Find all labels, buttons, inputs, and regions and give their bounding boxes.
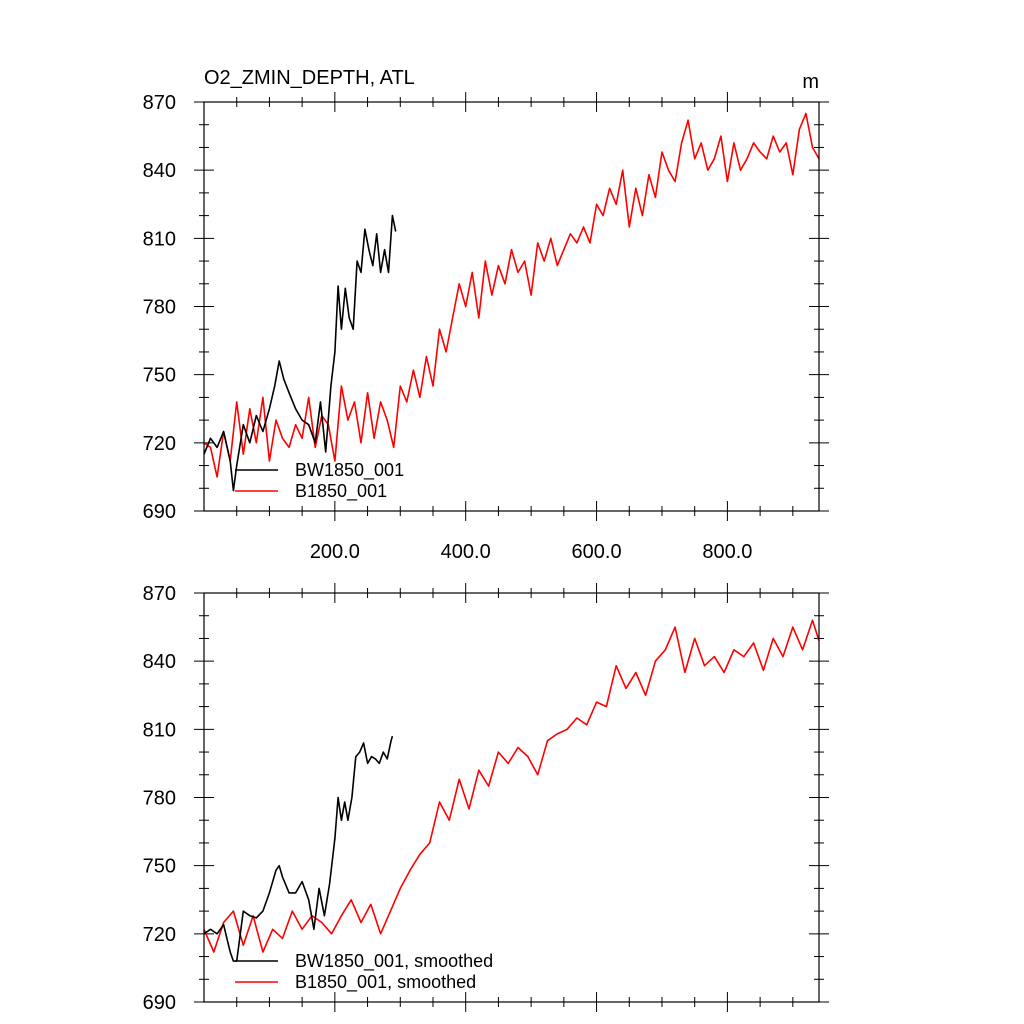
bottom-y-tick-labels: 690 720 750 780 810 840 870 [143, 583, 176, 1014]
bottom-y-tick-label: 840 [143, 651, 176, 673]
top-legend: BW1850_001 B1850_001 [235, 460, 404, 502]
legend-label-b1850-smoothed: B1850_001, smoothed [295, 972, 476, 993]
top-y-tick-label: 780 [143, 297, 176, 319]
top-series-line-b1850-001 [203, 112, 820, 478]
bottom-y-tick-label: 720 [143, 924, 176, 946]
top-y-tick-label: 870 [143, 92, 176, 114]
top-y-tick-label: 720 [143, 433, 176, 455]
bottom-legend: BW1850_001, smoothed B1850_001, smoothed [235, 951, 493, 993]
units-label: m [802, 71, 819, 93]
bottom-y-tick-label: 810 [143, 719, 176, 741]
bottom-y-tick-label: 780 [143, 788, 176, 810]
top-x-tick-label: 800.0 [702, 541, 752, 563]
bottom-y-tick-label: 690 [143, 992, 176, 1014]
chart-title: O2_ZMIN_DEPTH, ATL [204, 67, 415, 89]
top-chart-panel: O2_ZMIN_DEPTH, ATL m 690 720 750 780 810 840 8… [143, 67, 829, 563]
bottom-series-line-b1850-001-smoothed [203, 619, 820, 953]
top-axis-ticks [194, 92, 829, 521]
bottom-y-tick-label: 870 [143, 583, 176, 605]
top-y-tick-label: 840 [143, 160, 176, 182]
top-x-tick-label: 600.0 [572, 541, 622, 563]
top-series-line-bw1850-001 [203, 214, 397, 492]
top-y-tick-label: 690 [143, 501, 176, 523]
legend-label-b1850: B1850_001 [295, 481, 387, 502]
bottom-axis-ticks [194, 583, 829, 1012]
top-x-tick-label: 400.0 [441, 541, 491, 563]
top-series-lines [203, 112, 820, 492]
bottom-series-line-bw1850-001-smoothed [203, 735, 394, 962]
legend-label-bw1850: BW1850_001 [295, 460, 404, 481]
top-x-tick-labels: 200.0 400.0 600.0 800.0 [310, 541, 753, 563]
top-y-tick-labels: 690 720 750 780 810 840 870 [143, 92, 176, 523]
bottom-chart-panel: 690 720 750 780 810 840 870 BW1850_001, smooth… [143, 583, 829, 1014]
bottom-series-lines [203, 619, 820, 962]
top-x-tick-label: 200.0 [310, 541, 360, 563]
top-y-tick-label: 750 [143, 365, 176, 387]
bottom-plot-frame [203, 592, 820, 1003]
top-plot-frame [203, 101, 820, 512]
top-y-tick-label: 810 [143, 228, 176, 250]
bottom-y-tick-label: 750 [143, 856, 176, 878]
legend-label-bw1850-smoothed: BW1850_001, smoothed [295, 951, 493, 972]
